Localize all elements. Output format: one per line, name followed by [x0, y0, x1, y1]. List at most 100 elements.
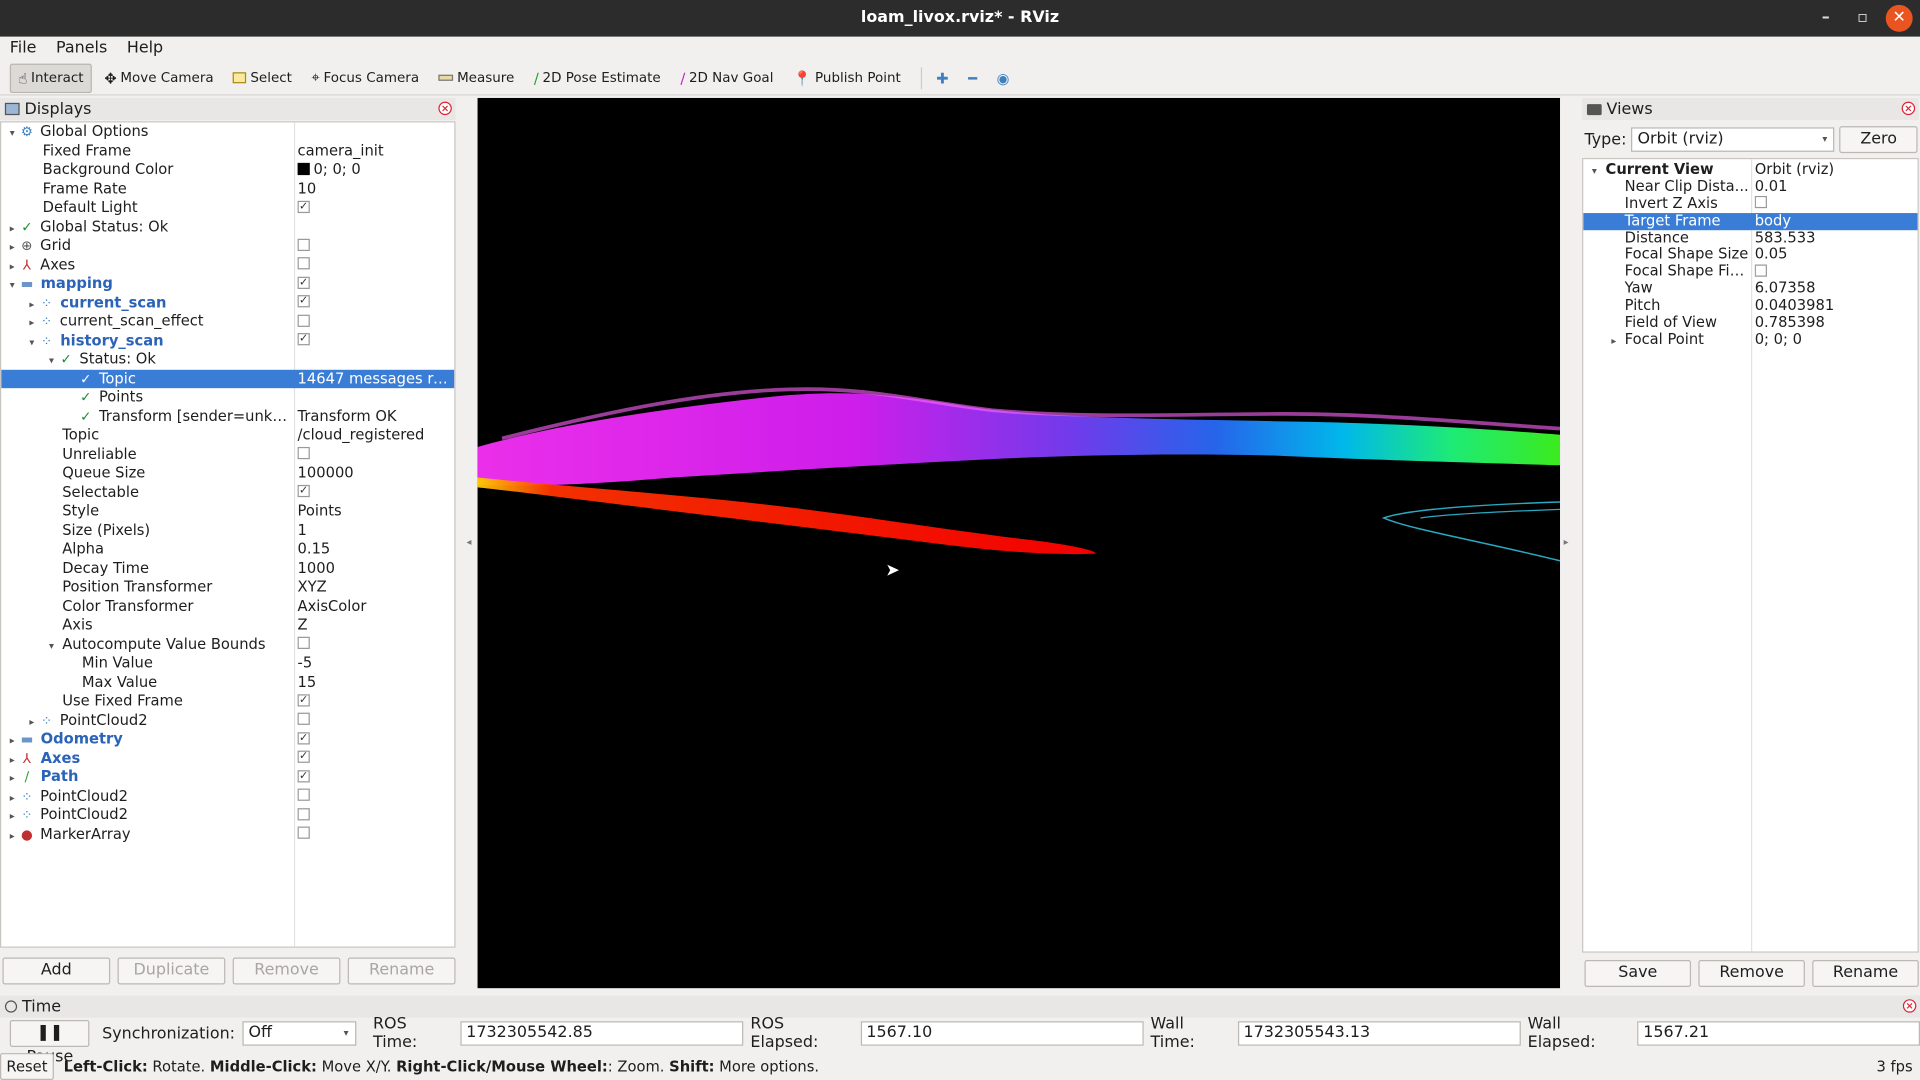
displays-row[interactable]: ✓ Topic 14647 messages rec...: [1, 369, 455, 389]
displays-row[interactable]: ✓ Points: [1, 388, 454, 407]
displays-row-value[interactable]: [297, 445, 455, 464]
displays-row-value[interactable]: ✓: [297, 768, 455, 787]
expand-arrow-icon[interactable]: ▸: [9, 734, 15, 746]
checkbox[interactable]: [297, 807, 310, 820]
displays-row-value[interactable]: 10: [298, 179, 455, 198]
expand-arrow-icon[interactable]: ▸: [29, 715, 35, 727]
displays-row[interactable]: ▸ ⁘ current_scan ✓: [1, 293, 454, 312]
close-time-icon[interactable]: ×: [1902, 999, 1917, 1013]
rename-display-button[interactable]: Rename: [347, 957, 456, 985]
move-camera-tool[interactable]: ✥ Move Camera: [97, 63, 221, 92]
displays-row[interactable]: ▸ ▬ Odometry ✓: [1, 730, 454, 749]
displays-row[interactable]: ▸ ⁘ PointCloud2: [1, 711, 454, 730]
expand-arrow-icon[interactable]: ▸: [9, 222, 15, 234]
views-row-value[interactable]: 0.0403981: [1755, 298, 1918, 315]
views-row[interactable]: Field of View 0.785398: [1583, 315, 1917, 332]
displays-row[interactable]: Queue Size 100000: [1, 464, 454, 483]
close-displays-icon[interactable]: ×: [438, 101, 452, 116]
displays-row-value[interactable]: /cloud_registered: [298, 426, 455, 445]
rename-view-button[interactable]: Rename: [1812, 960, 1919, 987]
expand-arrow-icon[interactable]: ▸: [29, 298, 35, 310]
checkbox[interactable]: [297, 314, 310, 327]
expand-arrow-icon[interactable]: ▸: [9, 260, 15, 272]
views-row-value[interactable]: 0.01: [1755, 179, 1918, 196]
displays-row-value[interactable]: [297, 635, 455, 654]
displays-row[interactable]: Max Value 15: [1, 673, 454, 692]
displays-row-value[interactable]: [297, 255, 455, 274]
displays-row-value[interactable]: [297, 806, 455, 825]
zero-button[interactable]: Zero: [1839, 126, 1918, 154]
wall-time-field[interactable]: 1732305543.13: [1237, 1021, 1521, 1046]
expand-arrow-icon[interactable]: ▸: [9, 241, 15, 253]
close-views-icon[interactable]: ×: [1901, 101, 1916, 116]
checkbox[interactable]: [297, 712, 310, 725]
expand-arrow-icon[interactable]: ▸: [29, 317, 35, 329]
menu-panels[interactable]: Panels: [56, 39, 108, 58]
displays-row-value[interactable]: ✓: [297, 198, 455, 217]
close-window-button[interactable]: ✕: [1885, 4, 1913, 32]
expand-arrow-icon[interactable]: ▸: [9, 810, 15, 822]
views-row-value[interactable]: [1754, 264, 1918, 281]
checkbox[interactable]: [297, 788, 310, 801]
displays-row[interactable]: ▾ ▬ mapping ✓: [1, 274, 454, 293]
displays-row-value[interactable]: 1000: [298, 559, 455, 578]
checkbox[interactable]: [297, 826, 310, 839]
displays-row-value[interactable]: ✓: [297, 730, 455, 749]
displays-row-value[interactable]: [297, 711, 455, 730]
displays-row-value[interactable]: ✓: [297, 274, 455, 293]
displays-row[interactable]: ▸ ∕ Path ✓: [1, 768, 454, 787]
displays-row-value[interactable]: 14647 messages rec...: [298, 369, 455, 388]
displays-row-value[interactable]: Transform OK: [298, 407, 455, 426]
displays-row-value[interactable]: 100000: [298, 464, 455, 483]
displays-row-value[interactable]: XYZ: [298, 578, 455, 597]
views-row-value[interactable]: 0.785398: [1755, 315, 1918, 332]
displays-row[interactable]: Color Transformer AxisColor: [1, 597, 454, 616]
duplicate-display-button[interactable]: Duplicate: [117, 957, 226, 985]
views-row[interactable]: Distance 583.533: [1583, 230, 1917, 247]
displays-row[interactable]: ▸ ⅄ Axes ✓: [1, 749, 454, 768]
sync-select[interactable]: Off ▾: [242, 1021, 356, 1046]
displays-row[interactable]: ▸ ⅄ Axes: [1, 255, 454, 274]
ros-elapsed-field[interactable]: 1567.10: [860, 1021, 1144, 1046]
ros-time-field[interactable]: 1732305542.85: [460, 1021, 744, 1046]
views-row[interactable]: Focal Shape Size 0.05: [1583, 247, 1917, 264]
displays-row-value[interactable]: 1: [298, 521, 455, 540]
displays-row[interactable]: ✓ Transform [sender=unkn... Transform OK: [1, 407, 454, 426]
views-row[interactable]: Invert Z Axis: [1583, 196, 1917, 213]
views-row[interactable]: Target Frame body: [1583, 212, 1918, 230]
focus-camera-tool[interactable]: ⌖ Focus Camera: [304, 63, 426, 92]
displays-row[interactable]: ▸ ⊕ Grid: [1, 236, 454, 255]
displays-row-value[interactable]: 0; 0; 0: [297, 160, 455, 179]
views-row[interactable]: Focal Shape Fix...: [1583, 264, 1917, 281]
expand-arrow-icon[interactable]: ▸: [9, 772, 15, 784]
displays-row[interactable]: ▾ ⚙ Global Options: [1, 122, 454, 141]
checkbox[interactable]: [297, 257, 310, 270]
views-row[interactable]: Pitch 0.0403981: [1583, 298, 1917, 315]
remove-tool-button[interactable]: ━: [961, 63, 985, 92]
displays-row[interactable]: Alpha 0.15: [1, 540, 454, 559]
checkbox[interactable]: ✓: [297, 295, 310, 308]
expand-arrow-icon[interactable]: ▸: [9, 791, 15, 803]
displays-row-value[interactable]: [297, 787, 455, 806]
displays-row[interactable]: Fixed Frame camera_init: [1, 141, 454, 160]
displays-row-value[interactable]: camera_init: [298, 141, 455, 160]
minimize-button[interactable]: –: [1821, 8, 1830, 27]
checkbox[interactable]: [1754, 196, 1767, 209]
checkbox[interactable]: [297, 238, 310, 251]
nav-goal-tool[interactable]: ∕ 2D Nav Goal: [673, 63, 781, 92]
displays-row-value[interactable]: ✓: [297, 331, 455, 350]
maximize-button[interactable]: ▫: [1857, 8, 1868, 27]
checkbox[interactable]: ✓: [297, 200, 310, 213]
displays-row-value[interactable]: -5: [298, 654, 455, 673]
displays-row-value[interactable]: ✓: [297, 483, 455, 502]
remove-display-button[interactable]: Remove: [232, 957, 341, 985]
displays-row-value[interactable]: [297, 236, 455, 255]
displays-row-value[interactable]: [297, 825, 455, 844]
displays-row-value[interactable]: [297, 312, 455, 331]
interact-tool[interactable]: ☝ Interact: [9, 63, 93, 93]
views-row-value[interactable]: body: [1755, 213, 1918, 230]
displays-row[interactable]: Selectable ✓: [1, 483, 454, 502]
menu-file[interactable]: File: [9, 39, 37, 58]
displays-row[interactable]: Decay Time 1000: [1, 559, 454, 578]
displays-row[interactable]: ▾ ✓ Status: Ok: [1, 350, 454, 369]
